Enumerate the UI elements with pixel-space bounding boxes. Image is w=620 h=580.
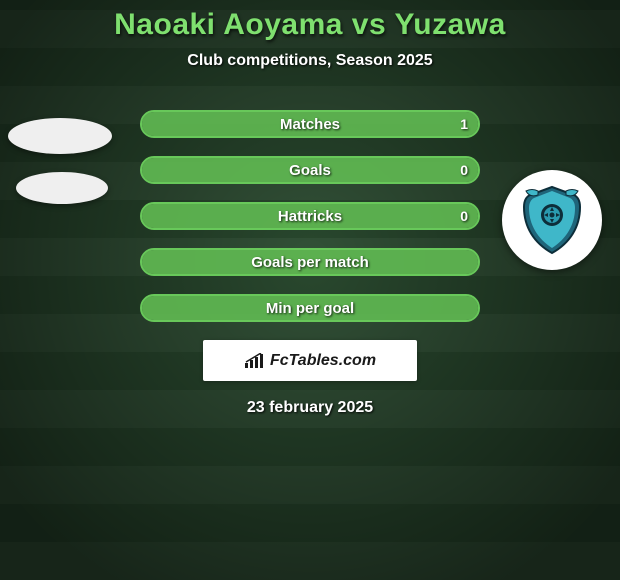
chart-icon [244,353,264,369]
stat-row-goals-per-match: Goals per match [140,248,480,276]
club-shield-icon [520,185,584,255]
stat-label: Min per goal [266,300,354,317]
content-wrapper: Naoaki Aoyama vs Yuzawa Club competition… [0,0,620,417]
emblem-oval-2 [16,172,108,204]
stat-row-hattricks: Hattricks 0 [140,202,480,230]
stat-row-goals: Goals 0 [140,156,480,184]
stat-value-right: 0 [460,208,468,224]
right-player-emblem [502,170,602,270]
stat-row-matches: Matches 1 [140,110,480,138]
page-subtitle: Club competitions, Season 2025 [0,52,620,70]
stat-label: Goals [289,162,331,179]
watermark-text: FcTables.com [270,352,376,370]
watermark-badge: FcTables.com [203,340,417,381]
stat-label: Goals per match [251,254,369,271]
club-badge-circle [502,170,602,270]
stat-value-right: 1 [460,116,468,132]
stats-bars: Matches 1 Goals 0 Hattricks 0 Goals per match M… [140,110,480,322]
footer-date: 23 february 2025 [0,399,620,417]
page-title: Naoaki Aoyama vs Yuzawa [0,8,620,42]
stat-row-min-per-goal: Min per goal [140,294,480,322]
left-player-emblems [8,118,112,222]
emblem-oval-1 [8,118,112,154]
stat-value-right: 0 [460,162,468,178]
stat-label: Hattricks [278,208,342,225]
stat-label: Matches [280,116,340,133]
